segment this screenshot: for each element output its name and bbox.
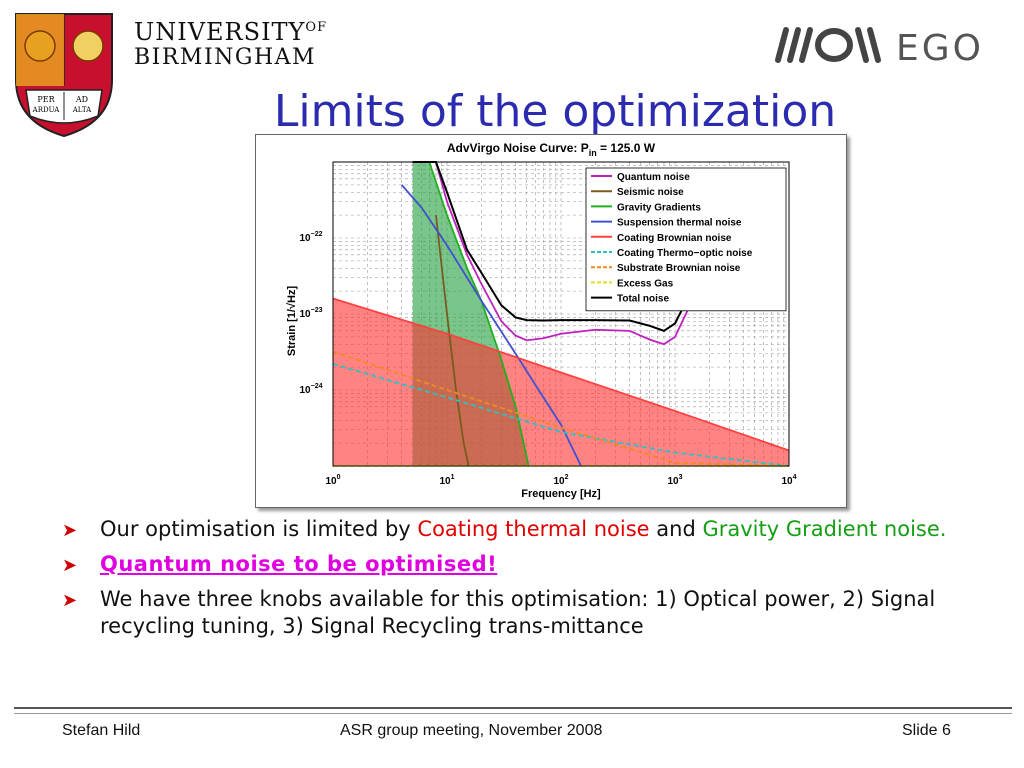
noise-curve-svg: AdvVirgo Noise Curve: Pin = 125.0 W 100 1…: [286, 141, 797, 500]
legend-label-1: Seismic noise: [617, 187, 684, 198]
y-tick-label-1: 10−23: [300, 307, 323, 320]
footer-divider: [14, 707, 1012, 714]
university-crest-icon: PER AD ARDUA ALTA: [15, 13, 113, 138]
legend-label-3: Suspension thermal noise: [617, 218, 742, 229]
university-logo: UNIVERSITYOF BIRMINGHAM: [134, 14, 327, 70]
chart-title: AdvVirgo Noise Curve: Pin = 125.0 W: [447, 141, 656, 158]
series-line-6: [332, 350, 790, 467]
x-tick-label-2: 102: [553, 474, 568, 487]
series-line-8: [412, 161, 711, 332]
plot-border: [332, 161, 790, 467]
arrow-bullet-icon: ➤: [62, 590, 78, 611]
legend: Quantum noise Seismic noise Gravity Gradie…: [585, 167, 787, 312]
series-line-1: [435, 215, 470, 467]
axis-layer: 100 101 102 103 104 10−24 10−23 10−22: [300, 161, 797, 487]
y-axis-label: Strain [1/√Hz]: [286, 286, 298, 357]
legend-label-6: Substrate Brownian noise: [617, 263, 741, 274]
y-tick-label-2: 10−22: [300, 231, 323, 244]
crest-motto-ardua: ARDUA: [32, 106, 61, 114]
series-line-0: [412, 161, 711, 346]
legend-label-2: Gravity Gradients: [617, 202, 701, 213]
legend-box: [585, 167, 787, 312]
x-tick-label-1: 101: [439, 474, 454, 487]
y-tick-label-0: 10−24: [300, 383, 323, 396]
ego-logo-icon: EGO: [775, 27, 984, 68]
legend-label-4: Coating Brownian noise: [617, 233, 732, 244]
series-line-2: [412, 161, 530, 467]
x-tick-label-3: 103: [667, 474, 682, 487]
arrow-bullet-icon: ➤: [62, 555, 78, 576]
filled-region-1: [333, 298, 789, 466]
ego-logo-text: EGO: [896, 28, 984, 68]
legend-label-7: Excess Gas: [617, 278, 674, 289]
noise-curve-chart: AdvVirgo Noise Curve: Pin = 125.0 W 100 1…: [255, 134, 847, 508]
series-line-3: [400, 184, 582, 467]
bullet-1-prefix: Our optimisation is limited by: [100, 517, 418, 541]
bullet-1-and: and: [649, 517, 703, 541]
bullet-2-quantum: Quantum noise to be optimised!: [100, 552, 498, 576]
crest-motto-ad: AD: [75, 95, 88, 104]
footer-meeting: ASR group meeting, November 2008: [340, 722, 603, 739]
bullet-1-gravity: Gravity Gradient noise.: [702, 517, 947, 541]
bullet-2: ➤ Quantum noise to be optimised!: [62, 551, 952, 578]
footer-author: Stefan Hild: [62, 722, 141, 739]
slide-title: Limits of the optimization: [273, 86, 837, 137]
university-line1: UNIVERSITY: [134, 18, 306, 46]
x-tick-label-0: 100: [325, 474, 340, 487]
crest-motto-alta: ALTA: [72, 106, 92, 114]
series-line-4: [332, 297, 790, 452]
arrow-bullet-icon: ➤: [62, 520, 78, 541]
legend-label-5: Coating Thermo−optic noise: [617, 248, 753, 259]
legend-label-0: Quantum noise: [617, 172, 690, 183]
bullet-1-coating: Coating thermal noise: [417, 517, 650, 541]
bullet-1: ➤ Our optimisation is limited by Coating…: [62, 516, 952, 543]
legend-label-8: Total noise: [617, 294, 669, 305]
bullet-3-text: We have three knobs available for this o…: [100, 587, 936, 638]
x-axis-label: Frequency [Hz]: [521, 488, 601, 500]
university-line2: BIRMINGHAM: [134, 45, 317, 70]
footer-slide-number: Slide 6: [902, 722, 951, 739]
x-tick-label-4: 104: [781, 474, 796, 487]
university-of: OF: [305, 20, 328, 35]
bullet-list: ➤ Our optimisation is limited by Coating…: [62, 516, 952, 648]
bullet-3: ➤ We have three knobs available for this…: [62, 586, 952, 640]
crest-motto-per: PER: [37, 95, 55, 104]
series-line-5: [332, 363, 790, 467]
